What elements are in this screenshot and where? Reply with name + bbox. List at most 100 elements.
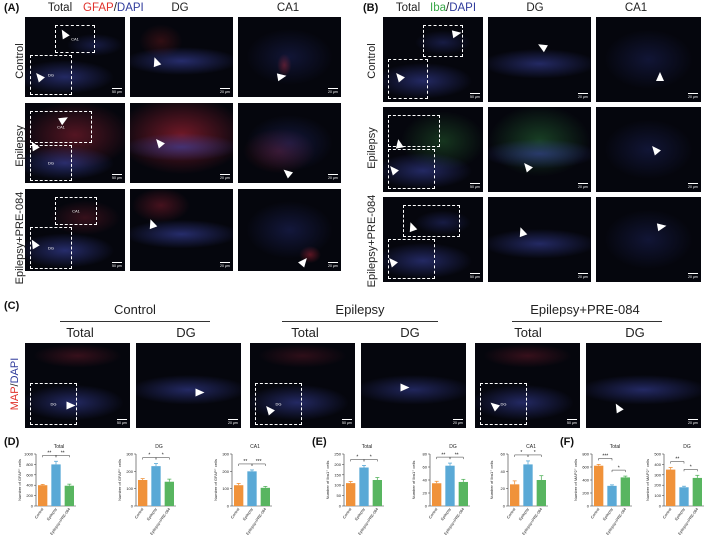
panel-label-e: (E) — [312, 436, 327, 448]
micrograph-b-control-dg: 20 μm — [488, 17, 591, 102]
arrowhead-icon — [656, 221, 668, 232]
iba-label: Iba — [430, 2, 446, 14]
significance-label: * — [534, 450, 536, 456]
x-tick-label: Epilepsy — [46, 507, 58, 521]
ca1-region-box — [423, 25, 463, 57]
bar-chart-d-ca1: CA1 Number of GFAP⁺ cells 0 100 200 300 Contro… — [213, 440, 296, 545]
slash-label: / — [446, 2, 450, 14]
micrograph-c-control-dg: 20 μm — [136, 343, 241, 428]
y-tick-label: 300 — [126, 452, 133, 457]
x-tick-label: Epilepsy — [440, 507, 452, 521]
group-underline — [282, 321, 438, 322]
panel-label-d: (D) — [4, 436, 20, 448]
y-tick-label: 400 — [582, 478, 589, 483]
scale-bar: 20 μm — [578, 185, 588, 189]
gfap-label: GFAP — [83, 2, 114, 14]
x-tick-label: Epilepsy — [146, 507, 158, 521]
panel-label-a: (A) — [4, 2, 20, 14]
bar-chart-d-total: Total Number of GFAP⁺ cells 0 200 400 600 800 1… — [17, 440, 100, 545]
chart-title: Total — [362, 444, 373, 450]
chart-svg: DG Number of MAP2⁺ cells 0 100 200 300 400 500 C… — [645, 444, 704, 536]
panel-c-sub-dg: DG — [625, 325, 645, 340]
x-tick-label: Control — [506, 507, 516, 519]
y-tick-label: 300 — [654, 472, 661, 477]
y-tick-label: 100 — [334, 483, 341, 488]
micrograph-a-pre084-ca1: 20 μm — [238, 189, 341, 271]
micrograph-a-control-total: CA1 DG 50 μm — [25, 17, 125, 97]
panel-label-c: (C) — [4, 300, 20, 312]
chart-title: CA1 — [526, 444, 536, 450]
chart-title: DG — [449, 444, 457, 450]
y-axis-label: Number of MAP2⁺ cells — [645, 459, 650, 501]
dg-region-box: DG — [480, 383, 527, 425]
y-axis-label: Number of Iba1⁺ cells — [411, 461, 416, 500]
scale-bar: 20 μm — [578, 95, 588, 99]
bar-epilepsy-pre-084 — [164, 481, 174, 506]
panel-c-group-pre084: Epilepsy+PRE-084 — [530, 302, 640, 317]
ca1-region-box — [403, 205, 460, 237]
scale-bar: 20 μm — [220, 176, 230, 180]
micrograph-a-epilepsy-dg: 20 μm — [130, 103, 233, 183]
y-axis-label: Number of GFAP⁺ cells — [117, 459, 122, 501]
significance-label: ** — [441, 452, 445, 458]
bar-chart-e-total: Total Number of Iba1⁺ cells 0 50 100 150 200 25… — [325, 440, 408, 545]
x-tick-label: Epilepsy — [518, 507, 530, 521]
y-tick-label: 250 — [334, 452, 341, 457]
y-tick-label: 40 — [501, 469, 506, 474]
bar-epilepsy — [523, 464, 533, 506]
ca1-region-box: CA1 — [55, 25, 95, 53]
micrograph-a-pre084-total: CA1 DG 50 μm — [25, 189, 125, 271]
y-axis-label: Number of Iba1⁺ cells — [325, 461, 330, 500]
y-tick-label: 400 — [654, 462, 661, 467]
y-tick-label: 200 — [126, 469, 133, 474]
scale-bar: 50 μm — [470, 185, 480, 189]
scale-bar: 50 μm — [567, 421, 577, 425]
bar-epilepsy-pre-084 — [64, 485, 74, 506]
panel-a-stain-legend: GFAP/DAPI — [83, 2, 144, 14]
y-tick-label: 0 — [425, 504, 428, 509]
bar-epilepsy — [247, 471, 257, 506]
x-tick-label: Control — [342, 507, 352, 519]
x-tick-label: Epilepsy — [242, 507, 254, 521]
micrograph-c-epilepsy-dg: 20 μm — [361, 343, 466, 428]
scale-bar: 20 μm — [453, 421, 463, 425]
y-tick-label: 60 — [423, 465, 428, 470]
y-tick-label: 200 — [222, 469, 229, 474]
chart-svg: Total Number of GFAP⁺ cells 0 200 400 600 800 1… — [17, 444, 76, 536]
arrowhead-icon — [195, 388, 205, 397]
bar-epilepsy-pre-084 — [620, 477, 630, 506]
micrograph-b-epilepsy-dg: 20 μm — [488, 107, 591, 192]
scale-bar: 50 μm — [117, 421, 127, 425]
x-tick-label: Control — [230, 507, 240, 519]
significance-label: ** — [243, 459, 247, 465]
x-tick-label: Control — [428, 507, 438, 519]
x-tick-label: Control — [662, 507, 672, 519]
panel-c-sub-total: Total — [514, 325, 542, 340]
y-tick-label: 400 — [26, 483, 33, 488]
scale-bar: 20 μm — [328, 264, 338, 268]
bar-chart-e-dg: DG Number of Iba1⁺ cells 0 20 40 60 80 Control E… — [411, 440, 494, 545]
bar-chart-f-dg: DG Number of MAP2⁺ cells 0 100 200 300 400 500 C… — [645, 440, 709, 545]
panel-b-col-total: Total — [395, 2, 421, 14]
chart-title: DG — [155, 444, 163, 450]
bar-epilepsy-pre-084 — [372, 480, 382, 506]
scale-bar: 20 μm — [220, 264, 230, 268]
x-tick-label: Control — [34, 507, 44, 519]
panel-c-sub-dg: DG — [176, 325, 196, 340]
micrograph-b-pre084-total: 50 μm — [383, 197, 483, 282]
dg-region-box — [388, 239, 435, 279]
chart-svg: CA1 Number of Iba1⁺ cells 0 20 40 60 Control Ep… — [489, 444, 548, 536]
bar-epilepsy — [359, 467, 369, 506]
y-tick-label: 200 — [26, 493, 33, 498]
y-tick-label: 50 — [337, 493, 342, 498]
panel-c-sub-total: Total — [291, 325, 319, 340]
bar-epilepsy-pre-084 — [536, 480, 546, 506]
panel-b-col-ca1: CA1 — [624, 2, 648, 14]
chart-title: Total — [54, 444, 65, 450]
chart-svg: Total Number of MAP2⁺ cells 0 200 400 600 800 C… — [573, 444, 632, 536]
chart-title: Total — [610, 444, 621, 450]
y-tick-label: 0 — [131, 504, 134, 509]
scale-bar: 20 μm — [228, 421, 238, 425]
x-tick-label: Epilepsy — [354, 507, 366, 521]
map-label: MAP — [9, 386, 21, 411]
